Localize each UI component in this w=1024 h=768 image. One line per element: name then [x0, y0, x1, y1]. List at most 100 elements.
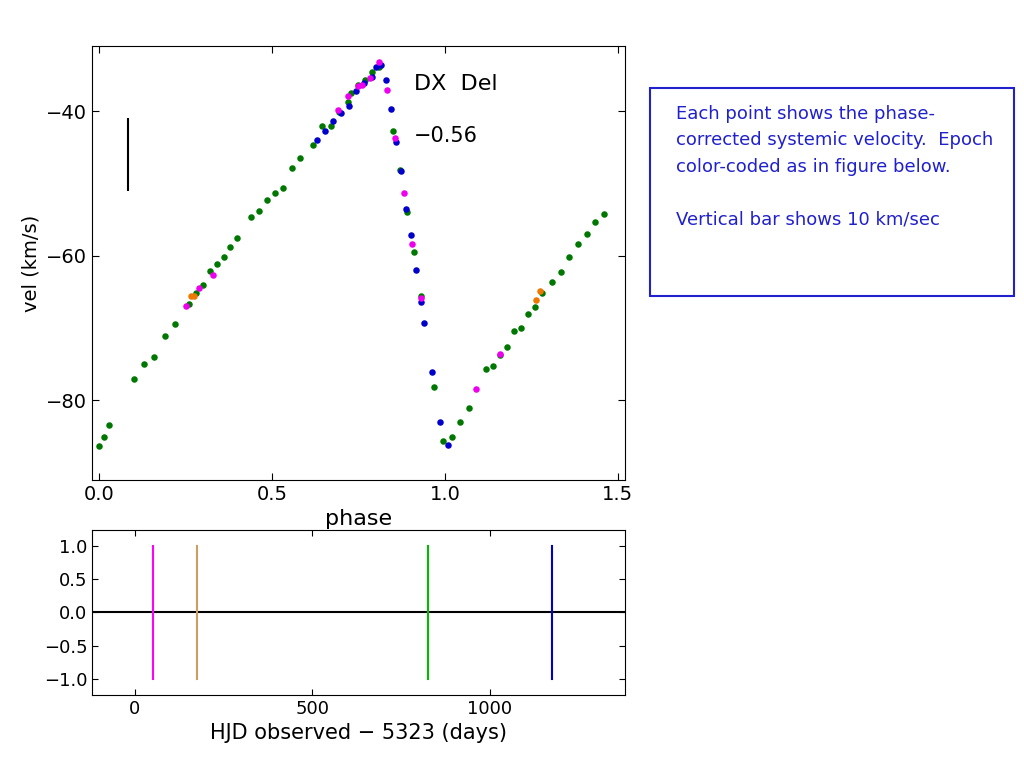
Point: [331, 105, 347, 118]
Point: [506, 325, 522, 337]
Point: [443, 432, 460, 444]
Point: [267, 187, 284, 199]
Point: [195, 278, 211, 290]
Point: [308, 134, 325, 146]
Point: [181, 298, 198, 310]
Point: [544, 276, 560, 288]
Point: [157, 329, 173, 342]
Point: [528, 294, 545, 306]
Point: [205, 270, 221, 282]
Point: [406, 246, 422, 258]
Point: [378, 74, 394, 86]
Point: [275, 181, 292, 194]
Point: [373, 59, 389, 71]
Point: [365, 71, 381, 84]
Point: [387, 131, 403, 144]
Point: [513, 322, 529, 334]
Point: [453, 416, 469, 429]
Point: [259, 194, 275, 206]
Point: [531, 285, 548, 297]
Point: [340, 96, 356, 108]
Point: [353, 79, 370, 91]
Point: [101, 419, 118, 431]
Point: [243, 210, 259, 223]
Point: [413, 292, 429, 304]
Point: [387, 136, 403, 148]
Point: [251, 205, 267, 217]
Point: [499, 341, 515, 353]
Point: [402, 229, 419, 241]
Point: [343, 87, 359, 99]
Point: [435, 435, 452, 447]
Point: [362, 72, 379, 84]
Point: [292, 151, 308, 164]
Point: [553, 266, 569, 278]
Point: [368, 61, 384, 74]
Point: [284, 162, 300, 174]
Point: [379, 84, 395, 96]
Point: [404, 237, 421, 250]
Point: [519, 308, 536, 320]
Point: [202, 265, 218, 277]
Text: DX  Del: DX Del: [415, 74, 498, 94]
X-axis label: phase: phase: [325, 509, 392, 529]
Point: [136, 358, 153, 370]
Point: [413, 290, 429, 302]
Point: [186, 290, 203, 303]
Point: [432, 415, 449, 428]
Point: [146, 350, 163, 362]
Point: [350, 78, 367, 91]
Point: [398, 206, 415, 218]
Point: [333, 107, 349, 119]
Point: [323, 121, 339, 133]
Point: [316, 125, 333, 137]
Point: [356, 77, 373, 89]
Point: [340, 90, 356, 102]
Point: [182, 290, 199, 303]
Point: [177, 300, 194, 313]
Point: [392, 164, 409, 176]
Point: [191, 282, 208, 294]
Point: [492, 349, 508, 361]
X-axis label: HJD observed − 5323 (days): HJD observed − 5323 (days): [210, 723, 507, 743]
Point: [395, 187, 412, 200]
Point: [340, 100, 356, 112]
Point: [229, 232, 246, 244]
Point: [392, 164, 409, 177]
Point: [424, 366, 440, 379]
Point: [357, 74, 374, 87]
Point: [215, 250, 231, 263]
Point: [440, 439, 457, 452]
Point: [492, 348, 508, 360]
Point: [413, 296, 429, 308]
Point: [385, 125, 401, 137]
Point: [348, 84, 365, 97]
Point: [426, 381, 442, 393]
Point: [222, 240, 239, 253]
Point: [330, 104, 346, 116]
Point: [365, 65, 381, 78]
Point: [371, 56, 387, 68]
Point: [314, 120, 331, 132]
Point: [325, 114, 341, 127]
Point: [187, 287, 204, 300]
Point: [96, 431, 113, 443]
Point: [371, 61, 387, 73]
Y-axis label: vel (km/s): vel (km/s): [22, 214, 40, 312]
Point: [397, 203, 414, 215]
Point: [485, 359, 502, 372]
Point: [526, 300, 543, 313]
Point: [569, 238, 586, 250]
Point: [561, 251, 578, 263]
Point: [596, 208, 612, 220]
Point: [305, 139, 322, 151]
Point: [461, 402, 477, 414]
Point: [209, 258, 225, 270]
Point: [579, 228, 595, 240]
Point: [534, 287, 550, 300]
Point: [91, 440, 108, 452]
Point: [408, 263, 424, 276]
Point: [468, 383, 484, 396]
Point: [478, 363, 495, 376]
Point: [350, 80, 367, 92]
